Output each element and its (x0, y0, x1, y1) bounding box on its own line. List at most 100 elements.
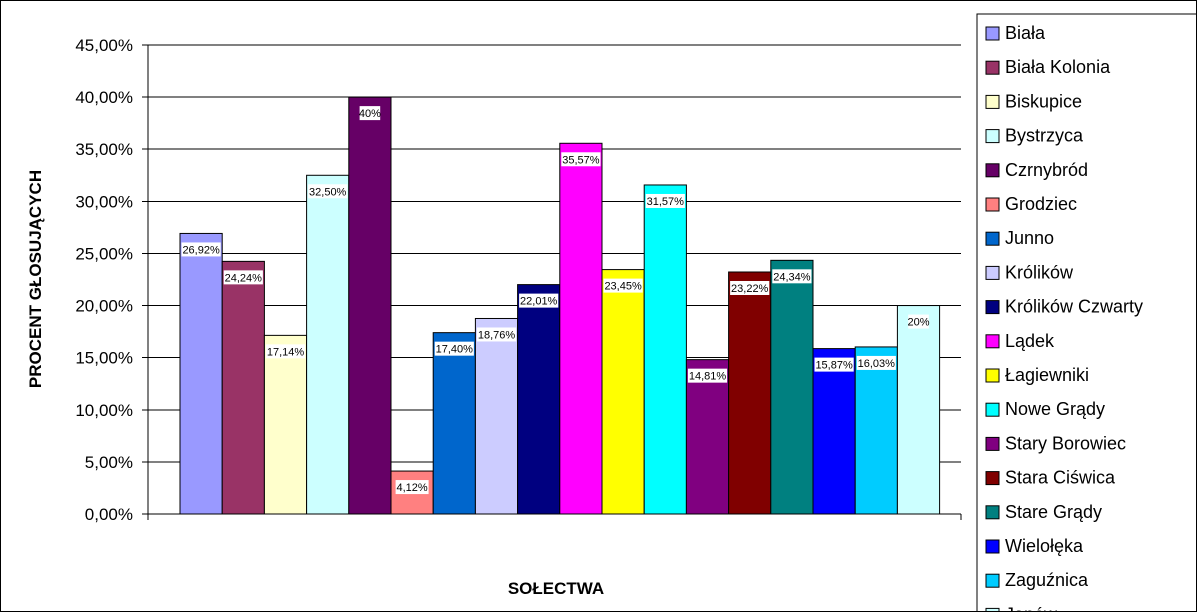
y-tick-label: 0,00% (85, 505, 133, 524)
legend-entry: Biskupice (1005, 91, 1082, 111)
legend-swatch (985, 539, 1000, 554)
bar (432, 332, 476, 515)
legend-swatch (985, 163, 1000, 178)
bar (559, 142, 603, 515)
legend-entry: Królików (1005, 262, 1074, 282)
legend-entry: Wielołęka (1005, 536, 1084, 556)
data-label-bg (814, 357, 854, 372)
data-label: 32,50% (309, 186, 347, 198)
data-label: 31,57% (647, 196, 685, 208)
data-label: 18,76% (478, 329, 516, 341)
axes (142, 44, 962, 520)
legend-swatch (985, 573, 1000, 588)
legend-entry: Łagiewniki (1005, 365, 1089, 385)
bar (263, 334, 308, 515)
y-tick-label: 25,00% (75, 244, 133, 263)
y-tick-label: 40,00% (75, 88, 133, 107)
bar (474, 317, 519, 515)
legend-swatch (985, 129, 1000, 144)
data-label: 4,12% (396, 482, 427, 494)
data-label-bg (772, 269, 812, 284)
data-label: 23,22% (731, 283, 769, 295)
bar (854, 346, 898, 515)
y-tick-labels: 0,00% 5,00% 10,00% 15,00% 20,00% 25,00% 30,00%… (75, 36, 133, 524)
legend-swatch (985, 368, 1000, 383)
legend-entry: Bystrzyca (1005, 126, 1084, 146)
data-label-bg (359, 106, 381, 121)
legend-entry: Grodziec (1005, 194, 1077, 214)
x-axis-title: SOŁECTWA (508, 579, 604, 598)
data-label-bg (308, 184, 348, 199)
legend-entry: Zaguźnica (1005, 570, 1089, 590)
data-label-bg (687, 368, 728, 383)
data-label: 15,87% (815, 360, 853, 372)
bar (728, 271, 772, 515)
legend-box (976, 13, 1196, 611)
legend-swatch (985, 265, 1000, 280)
data-label: 24,24% (225, 272, 263, 284)
bar (517, 284, 561, 515)
data-label-bg (645, 193, 685, 208)
legend-entry: Biała Kolonia (1005, 57, 1111, 77)
legend-entry: Lądek (1005, 331, 1055, 351)
legend: Biała Biała Kolonia Biskupice Bystrzyca Czrn… (976, 13, 1196, 611)
legend-entry: Stare Grądy (1005, 502, 1102, 522)
y-tick-label: 20,00% (75, 297, 133, 316)
data-label: 17,14% (267, 346, 305, 358)
data-label: 23,45% (604, 281, 642, 293)
data-label-bg (181, 242, 221, 257)
legend-entry: Stara Ciświca (1005, 468, 1116, 488)
legend-swatch (985, 471, 1000, 486)
bar (812, 348, 856, 515)
legend-swatch (985, 505, 1000, 520)
y-tick-label: 30,00% (75, 192, 133, 211)
legend-entry: Stary Borowiec (1005, 433, 1126, 453)
data-label-bg (223, 270, 263, 285)
data-label: 35,57% (562, 154, 600, 166)
data-label: 24,34% (773, 271, 811, 283)
data-labels: 26,92% 24,24% 17,14% 32,50% 40% 4,12% 17,40% 18… (181, 106, 930, 495)
y-tick-label: 5,00% (85, 453, 133, 472)
data-label-bg (519, 293, 559, 308)
legend-entry: Biała (1005, 23, 1046, 43)
bar (770, 259, 814, 515)
y-axis-title: PROCENT GŁOSUJĄCYCH (26, 170, 45, 388)
legend-swatch (985, 94, 1000, 109)
bar (685, 359, 730, 515)
legend-swatch (985, 60, 1000, 75)
data-label: 22,01% (520, 296, 558, 308)
bar (348, 96, 392, 515)
legend-entry: Nowe Grądy (1005, 399, 1105, 419)
data-label-bg (476, 327, 517, 342)
data-label: 20% (907, 317, 929, 329)
legend-swatch (985, 436, 1000, 451)
bar (643, 184, 687, 515)
y-tick-label: 10,00% (75, 401, 133, 420)
legend-swatch (985, 402, 1000, 417)
legend-swatch (985, 197, 1000, 212)
legend-swatch (985, 231, 1000, 246)
legend-entry: Czrnybród (1005, 160, 1088, 180)
legend-swatch (985, 26, 1000, 41)
legend-entry: Królików Czwarty (1005, 297, 1143, 317)
data-label-bg (603, 278, 643, 293)
data-label-bg (395, 480, 429, 495)
data-label-bg (265, 344, 306, 359)
bar (221, 260, 265, 515)
data-label-bg (856, 355, 896, 370)
bar (306, 174, 350, 515)
data-label-bg (730, 280, 770, 295)
bar (601, 269, 645, 515)
y-tick-label: 45,00% (75, 36, 133, 55)
y-tick-label: 15,00% (75, 349, 133, 368)
legend-entry: Janów (1005, 604, 1058, 611)
legend-swatch (985, 334, 1000, 349)
data-label: 14,81% (689, 371, 727, 383)
bars (179, 96, 941, 515)
data-label: 40% (359, 108, 381, 120)
y-tick-label: 35,00% (75, 140, 133, 159)
data-label: 17,40% (436, 344, 474, 356)
legend-swatch (985, 607, 1000, 611)
